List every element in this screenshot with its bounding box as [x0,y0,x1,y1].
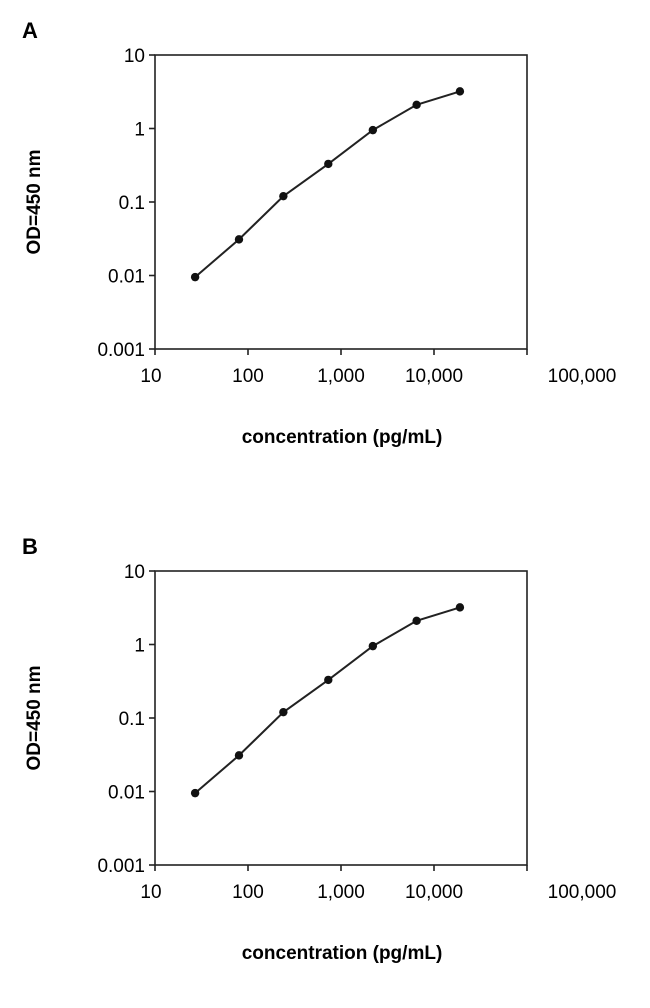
x-tick-label: 10,000 [405,882,463,903]
series-line [194,90,461,278]
series-line [194,606,461,794]
panel-label: B [22,534,38,559]
y-axis-title: OD=450 nm [24,149,45,254]
data-point [190,272,200,282]
chart-b-svg: B 0.001 0.01 0.1 1 10 10 100 1,000 10,000 100,000 c… [22,534,617,964]
x-tick-label: 10 [140,366,161,387]
x-tick-label: 100,000 [548,366,617,387]
chart-panel-a: A 0.001 0.01 0.1 1 10 10 100 1,000 10,000 100,000 c… [0,0,650,492]
plot-area-frame [154,54,528,350]
chart-panel-b: B 0.001 0.01 0.1 1 10 10 100 1,000 10,000 100,000 c… [0,516,650,1008]
data-point [412,616,421,626]
data-point [234,235,244,244]
x-tick-label: 1,000 [317,366,365,387]
y-tick-label: 0.01 [108,783,145,804]
data-point [455,87,465,96]
x-axis-title: concentration (pg/mL) [242,943,443,964]
x-axis-title: concentration (pg/mL) [242,427,443,448]
y-tick-label: 10 [124,46,145,67]
chart-a-svg: A 0.001 0.01 0.1 1 10 10 100 1,000 10,000 100,000 c… [22,18,617,448]
y-tick-label: 10 [124,562,145,583]
data-point [324,675,333,685]
data-point [324,159,333,169]
x-tick-label: 10 [140,882,161,903]
y-axis-title: OD=450 nm [24,665,45,770]
y-tick-label: 0.1 [119,709,145,730]
data-point [279,191,288,201]
x-tick-label: 10,000 [405,366,463,387]
data-point [368,641,378,651]
data-point [368,125,378,135]
y-tick-label: 0.1 [119,193,145,214]
y-tick-label: 0.001 [97,856,145,877]
data-point [412,100,421,110]
x-tick-label: 100 [232,366,264,387]
y-tick-label: 0.001 [97,340,145,361]
y-tick-label: 1 [134,120,145,141]
y-tick-label: 1 [134,636,145,657]
data-point [190,788,200,798]
x-tick-label: 1,000 [317,882,365,903]
panel-label: A [22,18,38,43]
data-point [234,751,244,760]
y-tick-label: 0.01 [108,267,145,288]
data-point [279,707,288,717]
plot-area-frame [154,570,528,866]
x-tick-label: 100,000 [548,882,617,903]
data-point [455,603,465,612]
x-tick-label: 100 [232,882,264,903]
